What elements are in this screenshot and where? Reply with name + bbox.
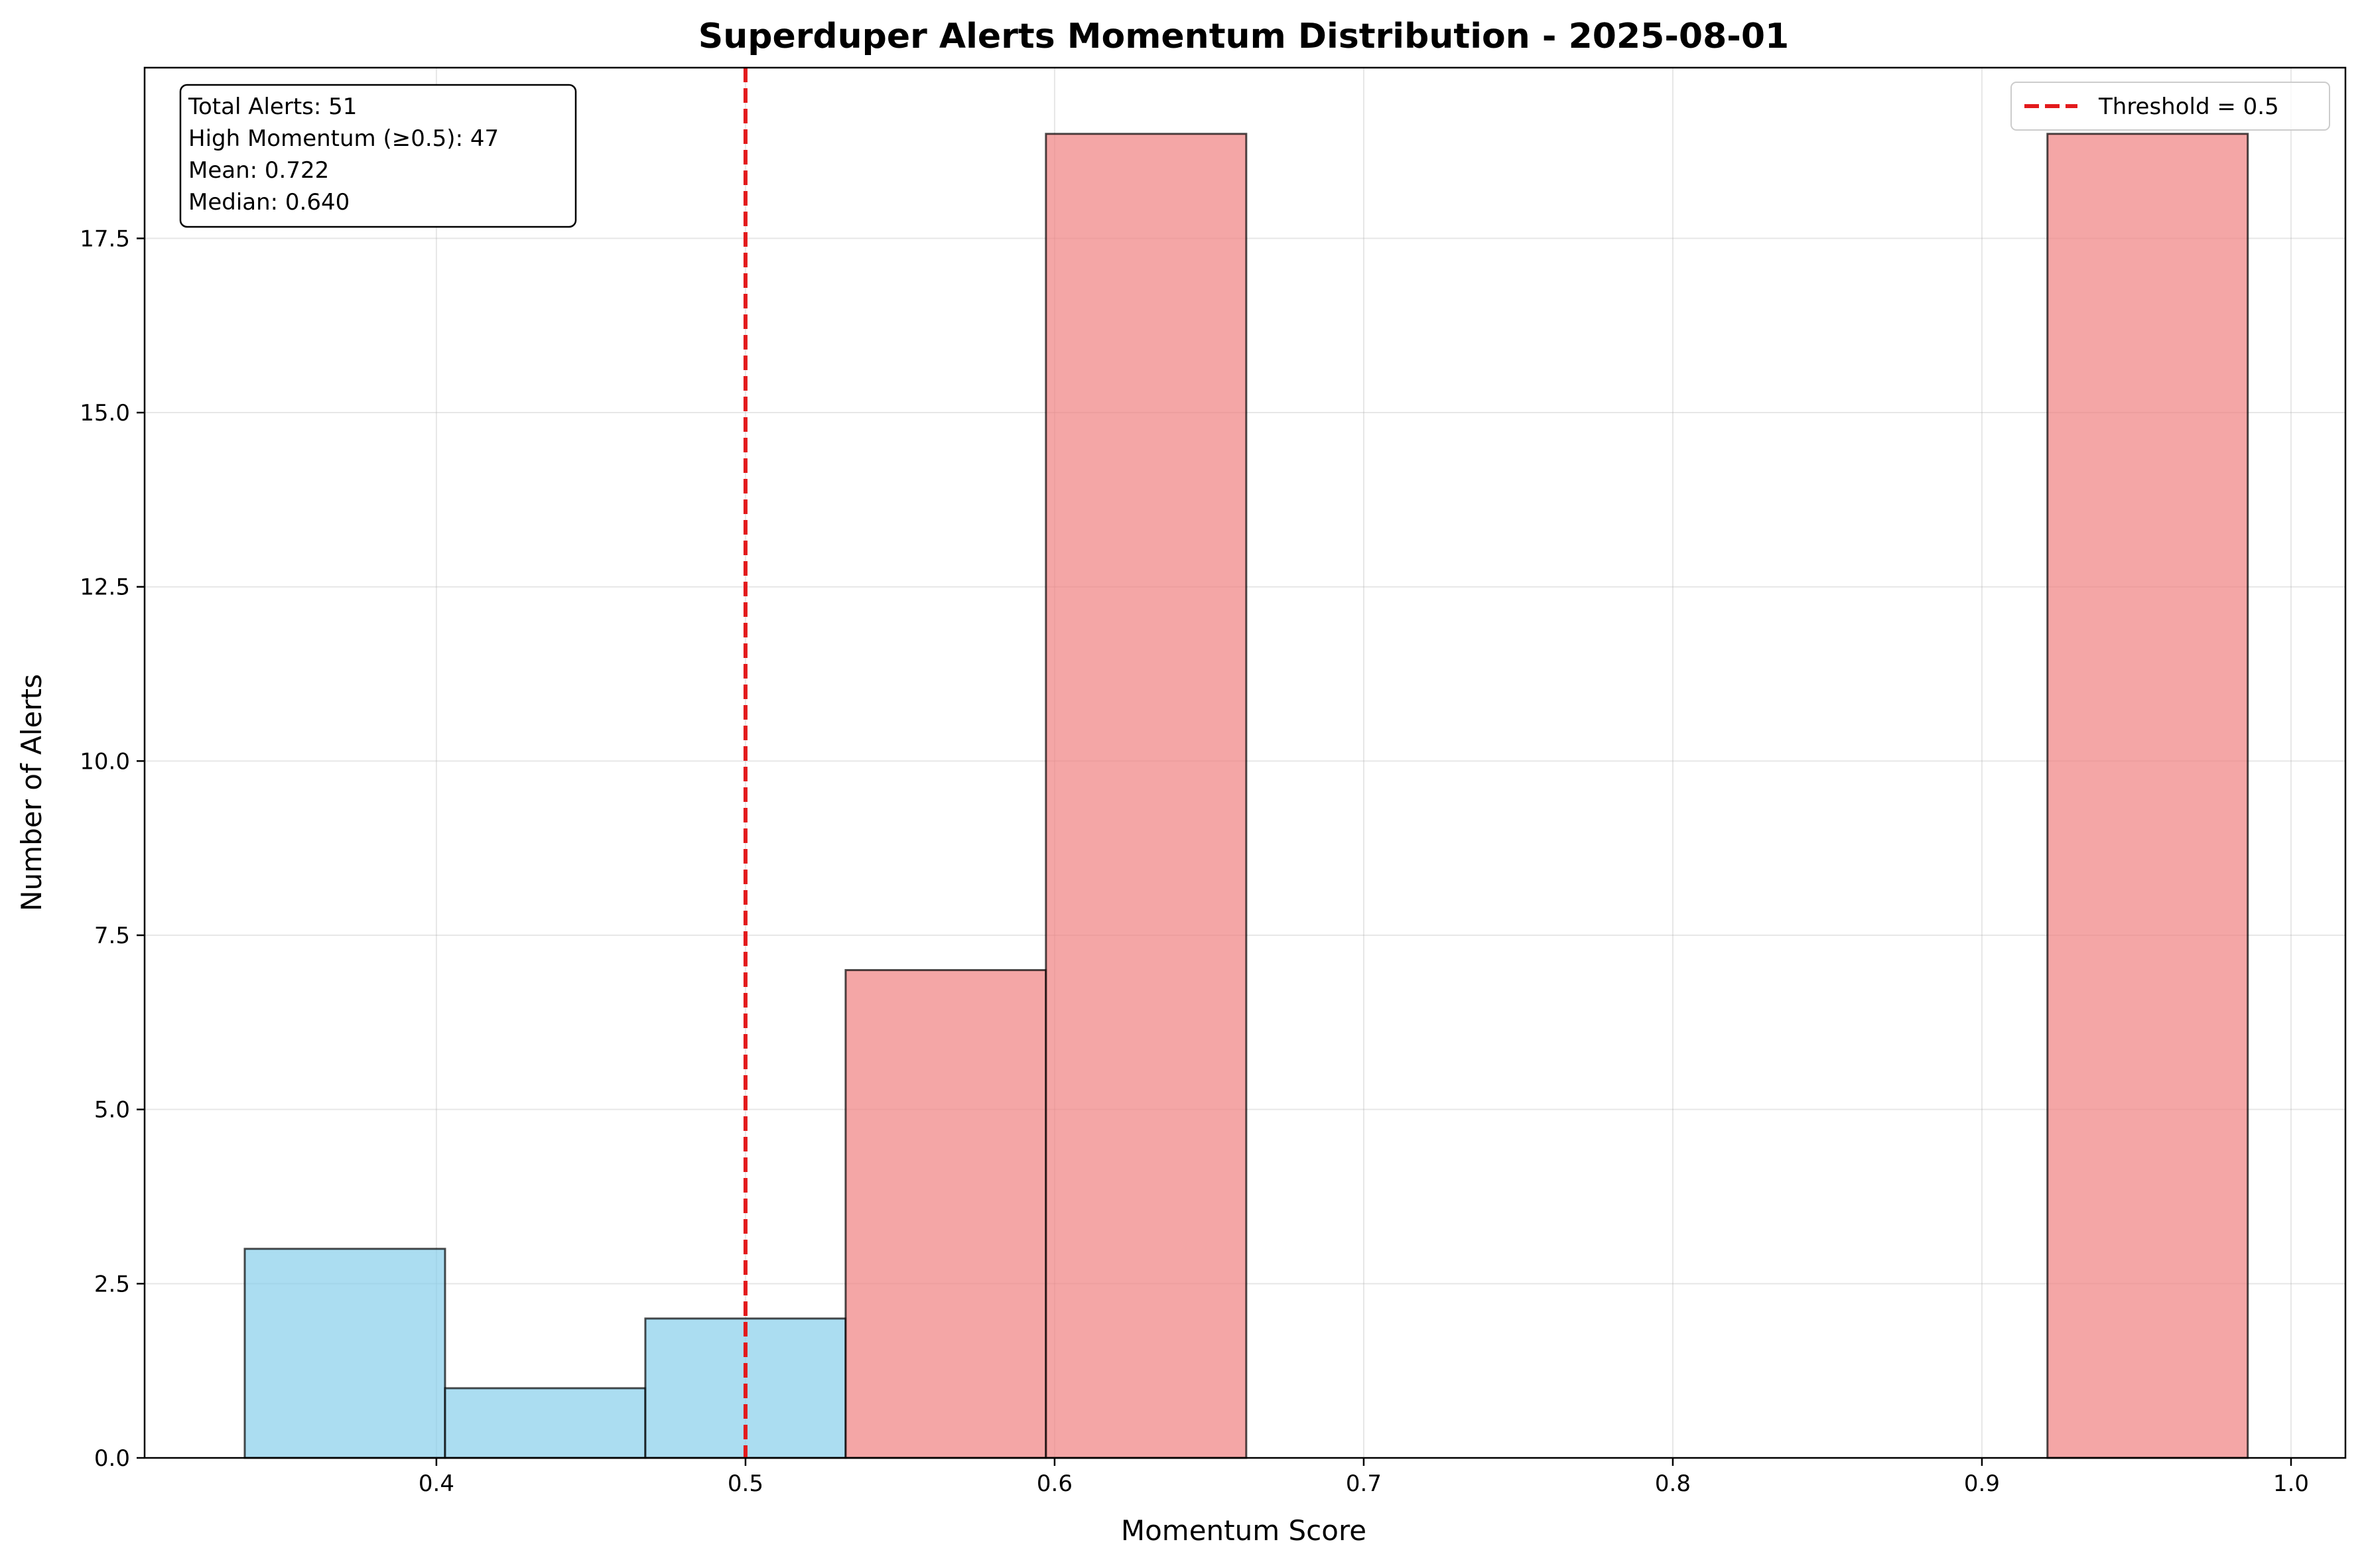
legend: Threshold = 0.5 [2010, 82, 2330, 131]
x-tick-label-2: 0.6 [1037, 1470, 1073, 1497]
y-tick-label-7: 17.5 [80, 226, 130, 252]
y-tick-label-4: 10.0 [80, 748, 130, 775]
stats-median: Median: 0.640 [188, 189, 350, 216]
legend-frame [2010, 82, 2330, 131]
histogram-bar-4 [1045, 133, 1248, 1459]
stats-box: Total Alerts: 51 High Momentum (≥0.5): 4… [179, 84, 577, 228]
legend-threshold-label: Threshold = 0.5 [2098, 94, 2279, 120]
histogram-bars [243, 133, 2249, 1459]
y-tick-label-0: 0.0 [94, 1445, 130, 1472]
histogram-bar-3 [844, 969, 1047, 1459]
x-axis-ticks: 0.4 0.5 0.6 0.7 0.8 0.9 1.0 [419, 1458, 2309, 1497]
x-axis-label: Momentum Score [1121, 1514, 1366, 1547]
chart-title: Superduper Alerts Momentum Distribution … [698, 17, 1789, 56]
stats-mean: Mean: 0.722 [188, 157, 329, 184]
stats-high-momentum: High Momentum (≥0.5): 47 [188, 125, 499, 152]
stats-total-alerts: Total Alerts: 51 [188, 94, 357, 120]
y-tick-label-3: 7.5 [94, 923, 130, 949]
y-axis-label: Number of Alerts [15, 674, 48, 911]
x-tick-label-5: 0.9 [1964, 1470, 2000, 1497]
x-tick-label-4: 0.8 [1655, 1470, 1691, 1497]
y-tick-label-1: 2.5 [94, 1271, 130, 1297]
histogram-bar-0 [243, 1248, 446, 1459]
x-tick-label-1: 0.5 [728, 1470, 763, 1497]
histogram-bar-5 [2046, 133, 2249, 1459]
x-tick-label-0: 0.4 [419, 1470, 454, 1497]
y-tick-label-5: 12.5 [80, 574, 130, 601]
stats-box-frame [179, 84, 577, 228]
y-axis-ticks: 0.0 2.5 5.0 7.5 10.0 12.5 15.0 17.5 [80, 226, 145, 1472]
y-tick-label-2: 5.0 [94, 1097, 130, 1124]
plot-frame [143, 66, 2347, 1459]
histogram-bar-1 [444, 1387, 647, 1459]
x-tick-label-6: 1.0 [2273, 1470, 2309, 1497]
x-tick-label-3: 0.7 [1346, 1470, 1382, 1497]
y-tick-label-6: 15.0 [80, 400, 130, 426]
